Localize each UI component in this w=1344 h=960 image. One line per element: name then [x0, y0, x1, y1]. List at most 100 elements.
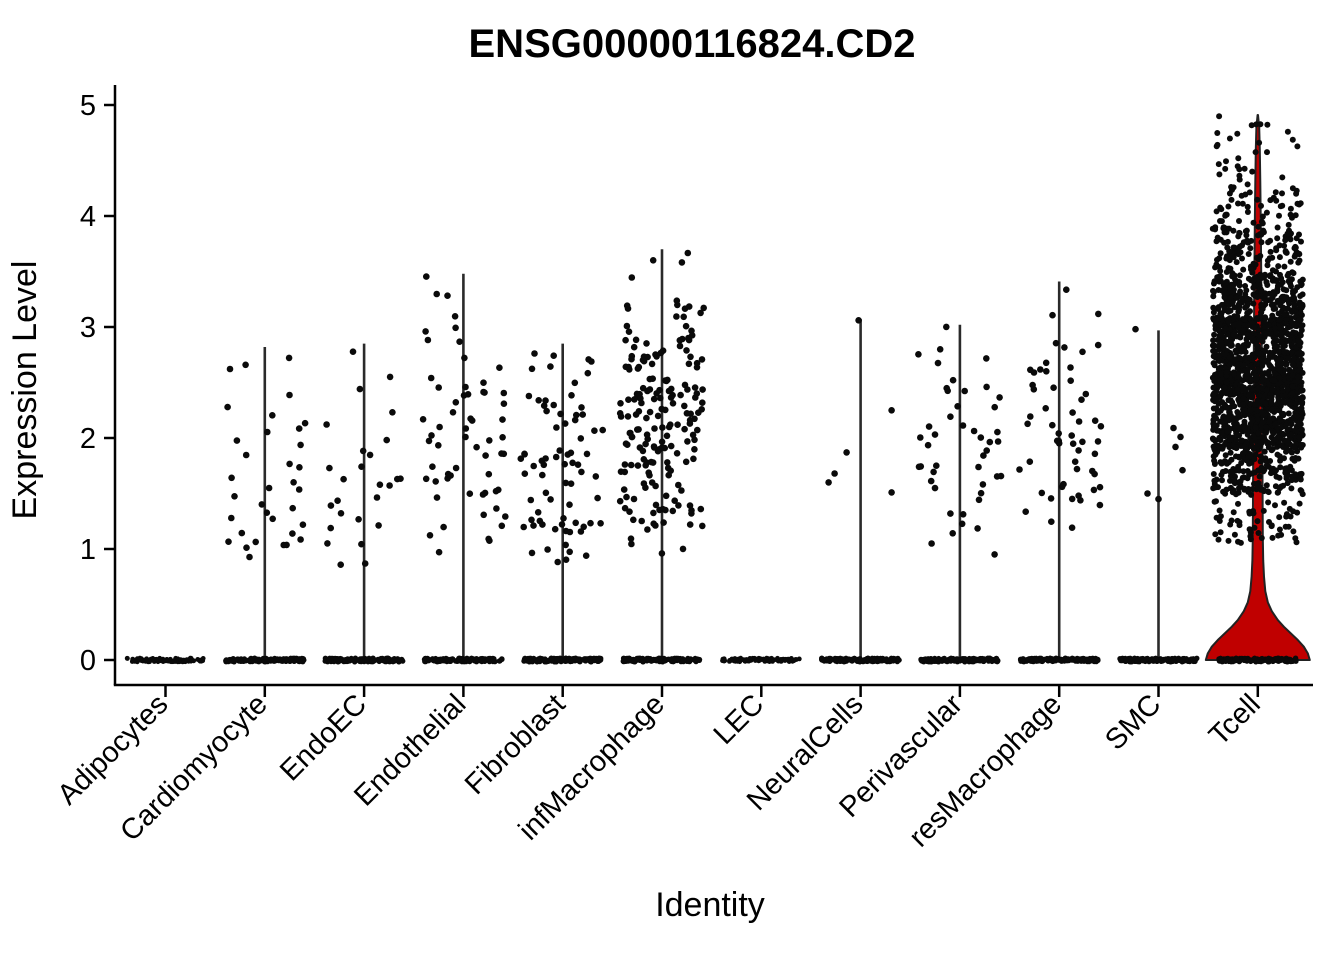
- point: [334, 497, 341, 505]
- point: [562, 541, 569, 549]
- point: [461, 354, 468, 362]
- point: [1222, 212, 1229, 219]
- point: [986, 438, 994, 446]
- point: [1254, 397, 1261, 404]
- point: [1276, 357, 1283, 364]
- point: [462, 425, 470, 432]
- point: [694, 426, 701, 434]
- point: [983, 383, 990, 391]
- point: [667, 442, 675, 450]
- point: [562, 479, 570, 487]
- point: [1228, 517, 1235, 524]
- point: [1213, 261, 1220, 268]
- point: [480, 511, 488, 519]
- point: [276, 657, 282, 664]
- point: [947, 510, 954, 517]
- point: [1067, 377, 1074, 385]
- point: [547, 496, 554, 503]
- jitter-points-Fibroblast: [517, 350, 606, 566]
- point: [1267, 248, 1274, 255]
- point: [1283, 445, 1290, 451]
- point: [499, 434, 506, 441]
- point: [928, 540, 935, 547]
- point: [1033, 656, 1039, 662]
- point: [1272, 421, 1279, 428]
- point: [1298, 323, 1305, 330]
- point: [646, 408, 654, 416]
- point: [668, 385, 675, 393]
- point: [975, 657, 981, 664]
- point: [1233, 349, 1240, 356]
- point: [1244, 468, 1251, 474]
- point: [1265, 368, 1272, 375]
- point: [1158, 658, 1164, 664]
- point: [242, 361, 249, 369]
- point: [1221, 384, 1228, 391]
- point: [624, 413, 632, 420]
- point: [1245, 275, 1252, 282]
- point: [643, 340, 650, 347]
- point: [1212, 395, 1219, 402]
- point: [1256, 473, 1263, 480]
- point: [1211, 457, 1218, 464]
- point: [498, 522, 506, 530]
- point: [1291, 253, 1298, 260]
- point: [1291, 294, 1297, 301]
- point: [158, 658, 164, 664]
- point: [1049, 421, 1056, 429]
- point: [264, 428, 271, 436]
- point: [424, 336, 432, 344]
- point: [1216, 382, 1222, 389]
- point: [1236, 166, 1243, 173]
- point: [1243, 232, 1250, 239]
- point: [644, 526, 651, 533]
- point: [1172, 443, 1179, 451]
- point: [231, 493, 238, 500]
- point: [658, 655, 664, 661]
- point: [482, 452, 489, 459]
- point: [1297, 476, 1304, 483]
- point: [561, 460, 568, 468]
- point: [1236, 306, 1242, 313]
- point: [440, 523, 447, 531]
- point: [342, 657, 349, 663]
- point: [1222, 279, 1229, 286]
- point: [460, 392, 468, 399]
- point: [1236, 282, 1243, 289]
- point: [1212, 531, 1219, 538]
- point: [553, 424, 560, 431]
- point: [1251, 324, 1258, 331]
- point: [351, 656, 357, 662]
- point: [295, 486, 303, 493]
- point: [1216, 273, 1222, 280]
- point: [745, 658, 750, 663]
- point: [376, 658, 382, 665]
- point: [238, 658, 244, 664]
- point: [675, 502, 682, 509]
- point: [1069, 440, 1077, 448]
- jitter-points-Perivascular: [915, 323, 1005, 558]
- point: [1289, 372, 1296, 379]
- point: [1225, 307, 1232, 314]
- point: [327, 524, 335, 532]
- point: [1294, 143, 1301, 150]
- point: [1225, 537, 1232, 544]
- point: [1155, 495, 1162, 503]
- point: [1223, 325, 1229, 332]
- point: [639, 384, 647, 392]
- point: [542, 489, 550, 497]
- point: [444, 292, 451, 300]
- point: [983, 355, 990, 362]
- point: [1257, 121, 1264, 128]
- point: [1211, 412, 1218, 419]
- point: [1096, 501, 1104, 509]
- point: [1211, 280, 1217, 287]
- point: [649, 257, 657, 264]
- zero-expression-band-EndoEC: [322, 655, 406, 665]
- point: [560, 515, 567, 522]
- point: [1246, 526, 1253, 533]
- point: [1272, 436, 1279, 443]
- point: [1272, 325, 1279, 332]
- point: [1294, 200, 1301, 207]
- point: [624, 305, 632, 312]
